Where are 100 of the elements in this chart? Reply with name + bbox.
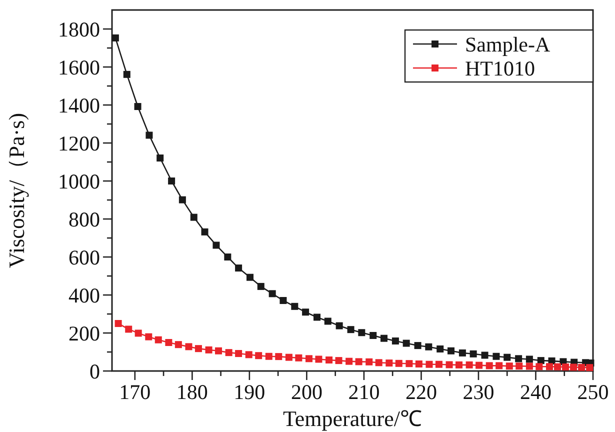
point — [456, 361, 463, 368]
point — [426, 360, 433, 368]
point — [375, 359, 382, 366]
point — [358, 329, 366, 336]
point — [314, 314, 320, 321]
point — [466, 361, 473, 368]
y-tick-label: 400 — [68, 283, 100, 308]
point — [570, 364, 578, 371]
point — [255, 352, 262, 360]
y-tick-label: 1400 — [58, 93, 100, 118]
point — [324, 318, 332, 325]
point — [224, 254, 232, 260]
point — [123, 70, 130, 78]
x-tick-label: 200 — [290, 380, 322, 404]
point — [516, 362, 523, 370]
point — [515, 355, 522, 362]
point — [414, 342, 422, 350]
point — [225, 349, 232, 356]
point — [235, 264, 242, 272]
point — [194, 345, 202, 352]
point — [154, 336, 162, 344]
point — [315, 356, 322, 363]
point — [215, 347, 222, 354]
point — [386, 360, 393, 367]
point — [436, 345, 444, 352]
point — [280, 297, 287, 304]
point — [326, 356, 333, 364]
point — [476, 362, 483, 369]
point — [554, 363, 561, 370]
point — [212, 242, 220, 249]
point — [481, 352, 488, 359]
point — [257, 282, 264, 290]
x-tick-label: 180 — [176, 380, 208, 404]
point — [402, 340, 410, 347]
point — [185, 343, 192, 350]
point — [114, 320, 122, 327]
point — [302, 308, 310, 316]
point — [492, 352, 500, 360]
x-tick-label: 190 — [234, 380, 266, 404]
point — [265, 352, 272, 360]
y-tick-label: 1600 — [58, 55, 100, 80]
point — [246, 274, 254, 281]
point — [168, 178, 176, 184]
point — [406, 360, 413, 368]
point — [346, 358, 353, 365]
point — [245, 351, 252, 358]
x-tick-label: 170 — [119, 380, 151, 404]
point — [335, 357, 342, 364]
point — [562, 364, 570, 371]
y-tick-label: 1200 — [58, 131, 100, 156]
point — [134, 103, 142, 110]
point — [415, 360, 422, 368]
point — [336, 322, 343, 330]
point — [146, 132, 153, 139]
point — [470, 350, 477, 358]
point — [370, 332, 377, 339]
y-tick-label: 600 — [68, 245, 100, 270]
point — [205, 346, 212, 354]
point — [486, 362, 493, 370]
y-tick-label: 800 — [68, 207, 100, 232]
x-tick-label: 230 — [462, 380, 494, 404]
point — [134, 330, 142, 337]
point — [125, 326, 132, 333]
point — [291, 302, 298, 310]
point — [145, 333, 152, 340]
y-tick-label: 1800 — [58, 17, 100, 42]
y-axis-title: Viscosity/（Pa·s) — [4, 112, 29, 268]
point — [504, 354, 511, 361]
point — [496, 362, 503, 370]
point — [380, 334, 388, 342]
y-tick-label: 0 — [90, 359, 100, 384]
point — [268, 290, 276, 298]
point — [366, 358, 373, 366]
point — [447, 347, 454, 354]
point — [190, 214, 198, 221]
x-tick-label: 210 — [348, 380, 380, 404]
point — [526, 356, 533, 363]
point — [347, 326, 354, 334]
point — [526, 362, 533, 370]
point — [295, 354, 302, 362]
point — [305, 355, 312, 362]
point — [355, 358, 362, 366]
point — [546, 363, 553, 370]
point — [174, 341, 182, 348]
legend-label: Sample-A — [465, 32, 551, 56]
point — [425, 343, 432, 350]
point — [275, 353, 282, 360]
point — [395, 360, 402, 367]
point — [458, 349, 466, 356]
y-tick-label: 200 — [68, 321, 100, 346]
point — [578, 364, 586, 371]
point — [165, 339, 172, 346]
point — [178, 196, 186, 204]
point — [285, 354, 292, 361]
x-tick-label: 240 — [520, 380, 552, 404]
point — [235, 350, 242, 358]
point — [435, 360, 442, 368]
x-axis-title: Temperature/℃ — [283, 406, 422, 431]
point — [392, 337, 399, 344]
x-tick-label: 220 — [405, 380, 437, 404]
